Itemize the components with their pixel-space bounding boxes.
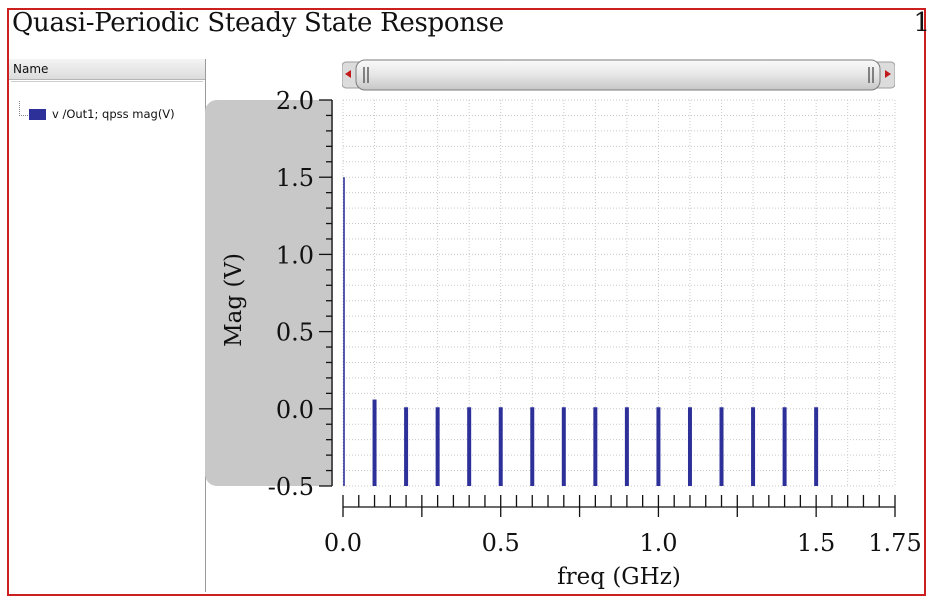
data-bar — [656, 407, 661, 486]
trace-color-swatch — [29, 108, 46, 120]
trace-item[interactable]: v /Out1; qpss mag(V) — [29, 106, 175, 122]
data-bar — [719, 407, 724, 486]
scroll-left-arrow-icon[interactable] — [345, 70, 351, 78]
x-tick-label: 0.0 — [324, 529, 362, 557]
data-bar — [435, 407, 440, 486]
x-tick-label: 0.5 — [482, 529, 520, 557]
y-axis-label-background — [205, 100, 333, 486]
tick-labels: 2.0 1.5 1.0 0.5 0.0 -0.5 0.0 0.5 1.0 1.5 1.75 — [268, 87, 922, 557]
data-bar — [593, 407, 598, 486]
data-bar — [687, 407, 692, 486]
page-number: 1 — [913, 8, 930, 38]
y-tick-label: 1.0 — [276, 241, 314, 269]
x-tick-label: 1.0 — [639, 529, 677, 557]
y-tick-label: 2.0 — [276, 87, 314, 115]
axes — [319, 99, 896, 517]
data-bar — [782, 407, 787, 486]
data-bar — [498, 407, 503, 486]
data-bar — [372, 399, 377, 486]
scrollbar-thumb[interactable] — [355, 59, 881, 91]
data-bar — [467, 407, 472, 486]
scroll-right-arrow-icon[interactable] — [885, 70, 891, 78]
data-bar — [561, 407, 566, 486]
x-tick-label: 1.5 — [797, 529, 835, 557]
column-divider — [11, 81, 203, 90]
y-tick-label: 0.0 — [276, 396, 314, 424]
trace-list-panel: Name v /Out1; qpss mag(V) — [9, 59, 206, 592]
data-bar — [530, 407, 535, 486]
grid-lines — [342, 99, 896, 487]
y-tick-label: -0.5 — [268, 473, 314, 501]
data-bar — [404, 407, 409, 486]
x-tick-label: 1.75 — [868, 529, 921, 557]
y-tick-label: 1.5 — [276, 164, 314, 192]
x-zoom-scrollbar[interactable] — [342, 58, 895, 92]
plot-title: Quasi-Periodic Steady State Response — [12, 8, 504, 38]
name-column-header[interactable]: Name — [9, 59, 205, 80]
y-axis-label: Mag (V) — [221, 253, 247, 347]
data-bar — [624, 407, 629, 486]
data-bar — [814, 407, 819, 486]
tree-connector — [19, 101, 30, 116]
y-tick-label: 0.5 — [276, 319, 314, 347]
x-axis-label: freq (GHz) — [557, 564, 681, 590]
data-bars — [343, 177, 819, 486]
trace-label: v /Out1; qpss mag(V) — [52, 107, 175, 121]
data-bar — [751, 407, 756, 486]
